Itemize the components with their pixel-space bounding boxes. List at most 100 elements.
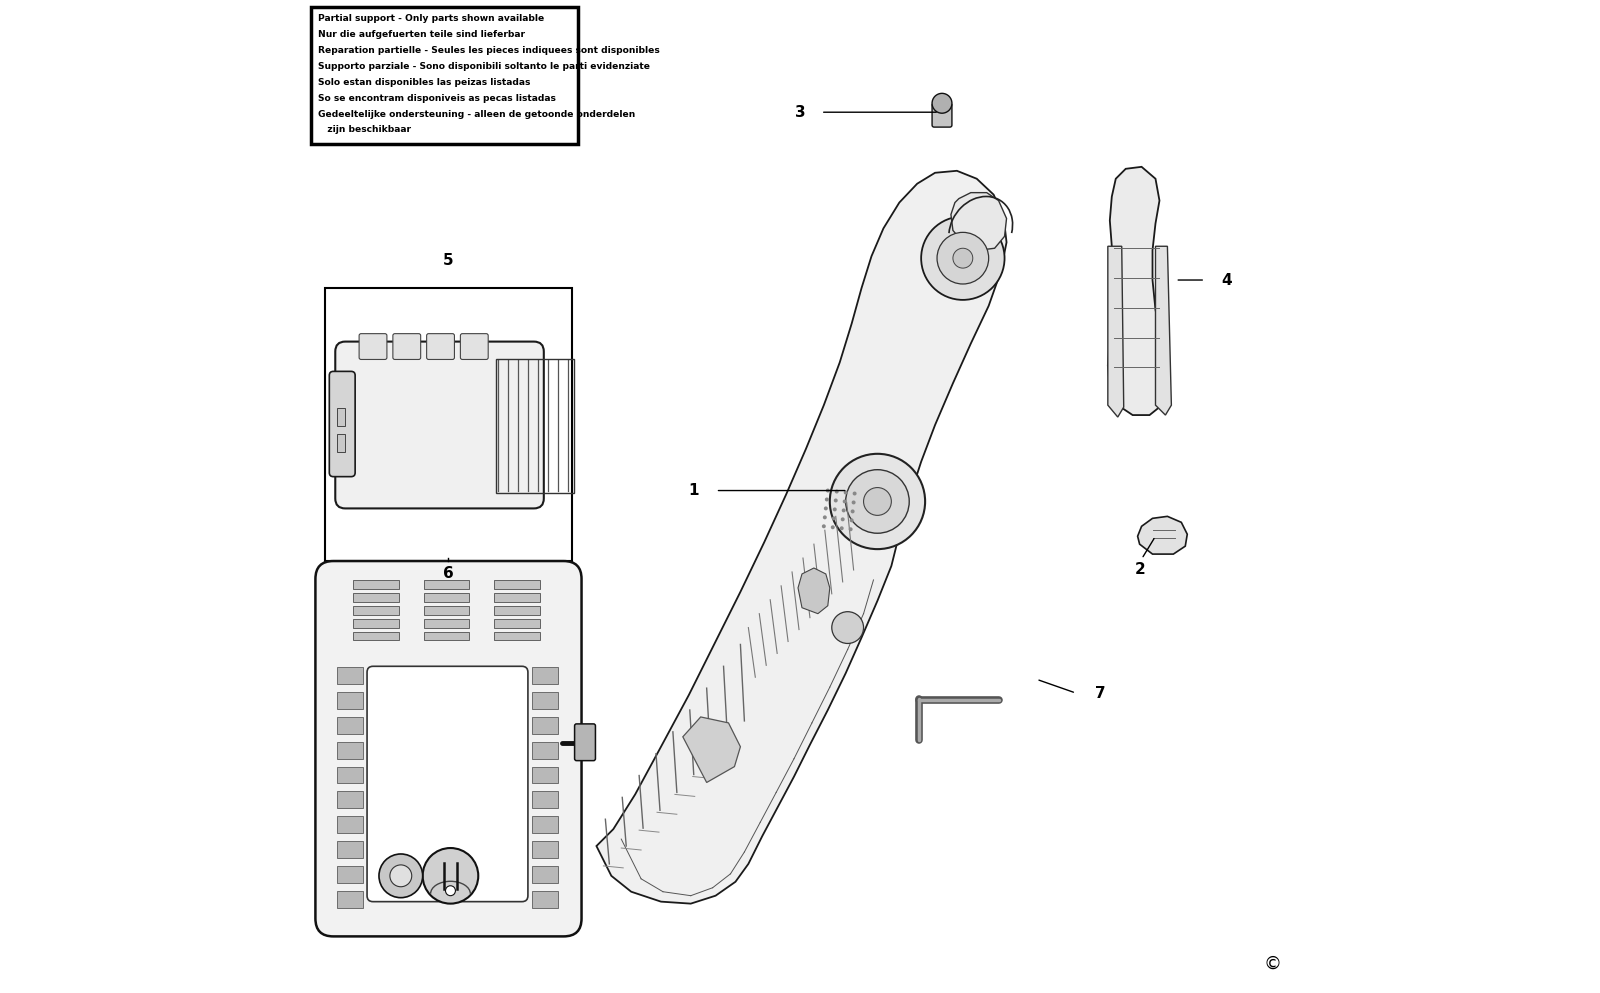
Bar xyxy=(338,767,363,783)
Circle shape xyxy=(834,498,838,502)
Bar xyxy=(531,891,558,908)
Circle shape xyxy=(832,612,864,643)
Bar xyxy=(531,667,558,684)
Circle shape xyxy=(938,232,989,284)
Bar xyxy=(338,891,363,908)
Circle shape xyxy=(835,490,838,494)
Polygon shape xyxy=(597,171,1006,904)
Bar xyxy=(531,866,558,883)
Circle shape xyxy=(832,507,837,511)
Circle shape xyxy=(851,500,856,504)
Bar xyxy=(424,606,469,615)
Text: zijn beschikbaar: zijn beschikbaar xyxy=(318,125,411,134)
Circle shape xyxy=(830,454,925,549)
Text: Supporto parziale - Sono disponibili soltanto le parti evidenziate: Supporto parziale - Sono disponibili sol… xyxy=(318,62,650,71)
Polygon shape xyxy=(1107,167,1165,415)
Circle shape xyxy=(933,93,952,113)
Circle shape xyxy=(864,488,891,515)
Circle shape xyxy=(922,216,1005,300)
Circle shape xyxy=(390,865,411,887)
Circle shape xyxy=(840,526,843,530)
Circle shape xyxy=(954,248,973,268)
Bar xyxy=(354,593,398,602)
FancyBboxPatch shape xyxy=(394,334,421,359)
Bar xyxy=(531,791,558,808)
Bar xyxy=(338,866,363,883)
Circle shape xyxy=(379,854,422,898)
Bar xyxy=(325,288,571,561)
Bar xyxy=(338,667,363,684)
Circle shape xyxy=(843,491,848,495)
Polygon shape xyxy=(1155,246,1171,415)
Bar xyxy=(424,632,469,640)
Bar xyxy=(531,841,558,858)
FancyBboxPatch shape xyxy=(461,334,488,359)
Circle shape xyxy=(846,470,909,533)
Bar xyxy=(338,816,363,833)
FancyBboxPatch shape xyxy=(330,371,355,477)
FancyBboxPatch shape xyxy=(315,561,581,936)
Bar xyxy=(424,619,469,628)
Bar xyxy=(494,606,539,615)
Bar xyxy=(531,816,558,833)
Text: 7: 7 xyxy=(1094,685,1106,701)
Text: Partial support - Only parts shown available: Partial support - Only parts shown avail… xyxy=(318,14,544,23)
Bar xyxy=(354,580,398,589)
Text: Gedeeltelijke ondersteuning - alleen de getoonde onderdelen: Gedeeltelijke ondersteuning - alleen de … xyxy=(318,109,635,118)
Bar xyxy=(494,593,539,602)
Circle shape xyxy=(843,499,846,503)
Text: 5: 5 xyxy=(443,252,454,268)
Bar xyxy=(496,359,573,493)
Bar xyxy=(325,573,571,925)
Polygon shape xyxy=(1107,246,1123,417)
FancyBboxPatch shape xyxy=(574,724,595,761)
Circle shape xyxy=(445,886,456,896)
Circle shape xyxy=(853,492,856,496)
Circle shape xyxy=(422,848,478,904)
Bar xyxy=(494,619,539,628)
Bar xyxy=(494,632,539,640)
Bar xyxy=(531,767,558,783)
Bar xyxy=(312,7,578,144)
Circle shape xyxy=(848,527,853,531)
Bar xyxy=(354,632,398,640)
Bar xyxy=(338,434,346,452)
Polygon shape xyxy=(1138,516,1187,554)
Bar xyxy=(531,692,558,709)
Text: 2: 2 xyxy=(1136,562,1146,578)
Bar xyxy=(354,619,398,628)
Text: 6: 6 xyxy=(443,566,454,582)
Circle shape xyxy=(850,518,854,522)
Bar xyxy=(354,606,398,615)
Circle shape xyxy=(851,509,854,513)
FancyBboxPatch shape xyxy=(427,334,454,359)
Bar xyxy=(338,717,363,734)
FancyBboxPatch shape xyxy=(358,334,387,359)
Text: 1: 1 xyxy=(688,483,699,498)
Bar xyxy=(338,791,363,808)
Circle shape xyxy=(840,517,845,521)
Circle shape xyxy=(826,497,829,501)
Bar xyxy=(338,692,363,709)
FancyBboxPatch shape xyxy=(366,666,528,902)
Polygon shape xyxy=(798,568,830,614)
Bar xyxy=(338,742,363,759)
FancyBboxPatch shape xyxy=(336,342,544,508)
Bar xyxy=(531,742,558,759)
Text: Nur die aufgefuerten teile sind lieferbar: Nur die aufgefuerten teile sind lieferba… xyxy=(318,30,525,39)
Text: So se encontram disponiveis as pecas listadas: So se encontram disponiveis as pecas lis… xyxy=(318,93,557,102)
Bar xyxy=(531,717,558,734)
Circle shape xyxy=(822,524,826,528)
Text: Solo estan disponibles las peizas listadas: Solo estan disponibles las peizas listad… xyxy=(318,77,531,86)
Text: Reparation partielle - Seules les pieces indiquees sont disponibles: Reparation partielle - Seules les pieces… xyxy=(318,46,661,55)
Text: ©: © xyxy=(1264,955,1282,973)
Text: 3: 3 xyxy=(795,104,805,120)
Bar xyxy=(424,593,469,602)
Circle shape xyxy=(824,506,827,510)
Circle shape xyxy=(830,525,835,529)
Bar xyxy=(338,408,346,426)
Circle shape xyxy=(832,516,835,520)
Polygon shape xyxy=(683,717,741,782)
FancyBboxPatch shape xyxy=(933,103,952,127)
Polygon shape xyxy=(950,193,1006,250)
